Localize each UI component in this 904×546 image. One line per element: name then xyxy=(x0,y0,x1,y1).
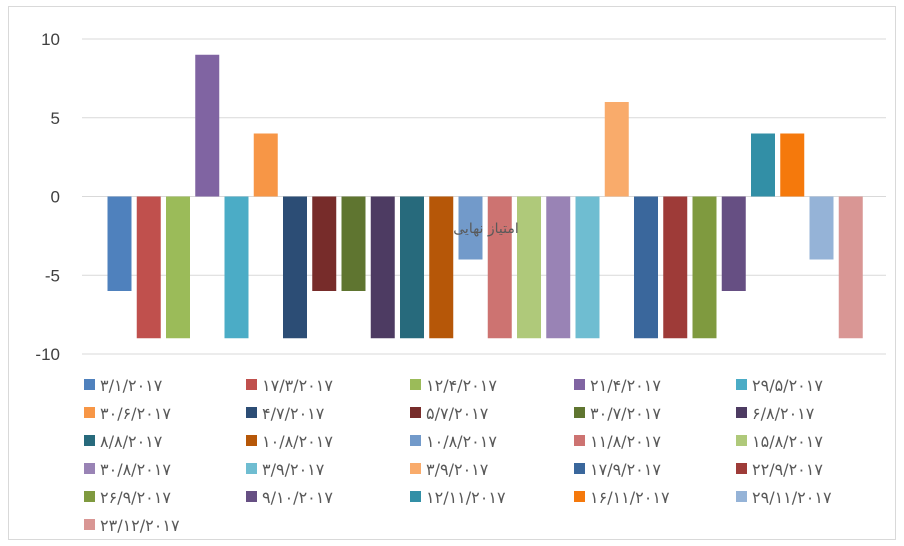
legend-label: ۴/۷/۲۰۱۷ xyxy=(262,404,325,423)
legend-label: ۸/۸/۲۰۱۷ xyxy=(100,432,163,451)
legend-swatch xyxy=(246,407,257,418)
y-tick-label: 0 xyxy=(51,188,60,207)
legend-label: ۱۲/۴/۲۰۱۷ xyxy=(426,376,497,395)
legend-label: ۱۶/۱۱/۲۰۱۷ xyxy=(590,488,670,507)
legend-swatch xyxy=(736,463,747,474)
legend-swatch xyxy=(84,435,95,446)
bar xyxy=(517,196,541,339)
y-axis-ticks: 10 5 0 -5 -10 xyxy=(35,30,60,364)
bar xyxy=(458,196,483,260)
legend-label: ۱۰/۸/۲۰۱۷ xyxy=(262,432,333,451)
legend-label: ۲۶/۹/۲۰۱۷ xyxy=(100,488,171,507)
bar xyxy=(546,196,571,339)
bar xyxy=(224,196,249,339)
legend-label: ۱۵/۸/۲۰۱۷ xyxy=(752,432,823,451)
legend-swatch xyxy=(736,435,747,446)
y-tick-label: -5 xyxy=(45,266,60,285)
legend-label: ۳/۱/۲۰۱۷ xyxy=(100,376,163,395)
bar xyxy=(283,196,307,339)
legend-label: ۳۰/۶/۲۰۱۷ xyxy=(100,404,171,423)
legend: ۳/۱/۲۰۱۷ ۱۷/۳/۲۰۱۷ ۱۲/۴/۲۰۱۷ ۲۱/۴/۲۰۱۷ ۲۹/۵/… xyxy=(84,376,832,535)
legend-swatch xyxy=(574,463,585,474)
bar xyxy=(575,196,600,339)
bar xyxy=(663,196,688,339)
legend-label: ۲۳/۱۲/۲۰۱۷ xyxy=(100,516,180,535)
legend-swatch xyxy=(574,379,585,390)
bar xyxy=(721,196,746,291)
bar xyxy=(107,196,132,291)
y-tick-label: 5 xyxy=(51,109,60,128)
legend-label: ۱۰/۸/۲۰۱۷ xyxy=(426,432,497,451)
legend-swatch xyxy=(84,407,95,418)
legend-label: ۱۱/۸/۲۰۱۷ xyxy=(590,432,661,451)
legend-swatch xyxy=(736,491,747,502)
bar xyxy=(341,196,366,291)
y-tick-label: -10 xyxy=(35,345,60,364)
legend-label: ۵/۷/۲۰۱۷ xyxy=(426,404,489,423)
legend-swatch xyxy=(736,407,747,418)
legend-swatch xyxy=(410,379,421,390)
legend-swatch xyxy=(574,435,585,446)
legend-label: ۲۹/۱۱/۲۰۱۷ xyxy=(752,488,832,507)
legend-swatch xyxy=(736,379,747,390)
bar xyxy=(838,196,863,339)
bar xyxy=(692,196,717,339)
bar xyxy=(136,196,161,339)
bar xyxy=(634,196,658,339)
bar xyxy=(604,102,629,197)
bar xyxy=(751,133,775,197)
legend-swatch xyxy=(246,379,257,390)
legend-label: ۱۷/۹/۲۰۱۷ xyxy=(590,460,661,479)
legend-swatch xyxy=(410,435,421,446)
bar xyxy=(370,196,395,339)
bar xyxy=(195,54,220,197)
legend-label: ۳/۹/۲۰۱۷ xyxy=(262,460,325,479)
legend-swatch xyxy=(410,463,421,474)
legend-label: ۳۰/۸/۲۰۱۷ xyxy=(100,460,171,479)
bar xyxy=(487,196,512,339)
legend-swatch xyxy=(246,463,257,474)
legend-swatch xyxy=(246,491,257,502)
legend-swatch xyxy=(574,491,585,502)
bar xyxy=(253,133,278,197)
legend-swatch xyxy=(84,491,95,502)
y-tick-label: 10 xyxy=(41,30,60,49)
legend-swatch xyxy=(84,519,95,530)
legend-swatch xyxy=(84,463,95,474)
legend-label: ۶/۸/۲۰۱۷ xyxy=(752,404,815,423)
legend-label: ۲۲/۹/۲۰۱۷ xyxy=(752,460,823,479)
legend-swatch xyxy=(574,407,585,418)
legend-label: ۱۲/۱۱/۲۰۱۷ xyxy=(426,488,506,507)
center-label: امتیاز نهایی xyxy=(453,221,519,237)
bar xyxy=(166,196,190,339)
legend-label: ۳۰/۷/۲۰۱۷ xyxy=(590,404,661,423)
bars xyxy=(107,54,863,339)
legend-label: ۹/۱۰/۲۰۱۷ xyxy=(262,488,333,507)
legend-label: ۲۹/۵/۲۰۱۷ xyxy=(752,376,823,395)
legend-label: ۲۱/۴/۲۰۱۷ xyxy=(590,376,661,395)
bar xyxy=(312,196,337,291)
legend-label: ۱۷/۳/۲۰۱۷ xyxy=(262,376,333,395)
bar xyxy=(400,196,424,339)
bar xyxy=(809,196,834,260)
legend-swatch xyxy=(410,491,421,502)
bar xyxy=(429,196,454,339)
legend-swatch xyxy=(84,379,95,390)
legend-label: ۳/۹/۲۰۱۷ xyxy=(426,460,489,479)
legend-swatch xyxy=(246,435,257,446)
legend-swatch xyxy=(410,407,421,418)
bar xyxy=(780,133,805,197)
